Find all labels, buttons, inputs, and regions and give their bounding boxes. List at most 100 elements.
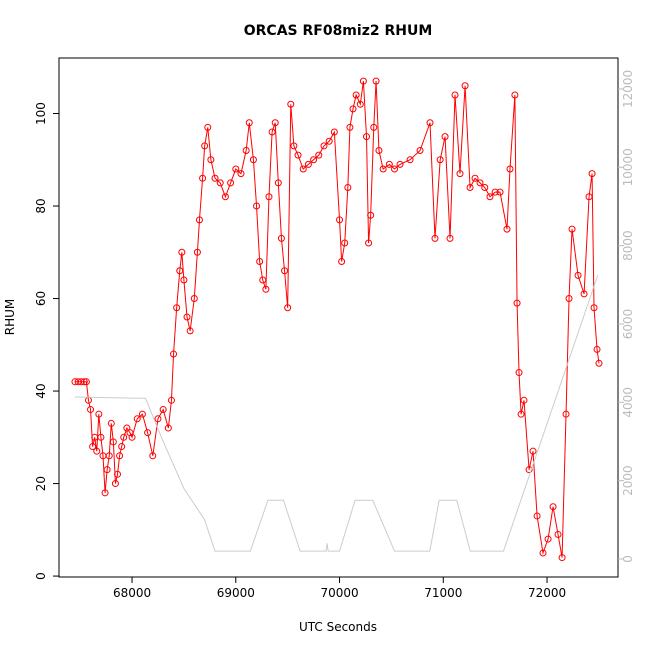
point: [352, 91, 360, 99]
point: [80, 378, 88, 386]
point: [562, 410, 570, 418]
point: [379, 165, 387, 173]
x-axis-label: UTC Seconds: [299, 620, 377, 634]
point: [481, 184, 489, 192]
point: [109, 438, 117, 446]
point: [471, 174, 479, 182]
point: [290, 142, 298, 150]
point: [97, 433, 105, 441]
point: [356, 100, 364, 108]
point: [133, 415, 141, 423]
point: [186, 327, 194, 335]
point: [193, 248, 201, 256]
point: [138, 410, 146, 418]
point: [268, 128, 276, 136]
x-tick-label: 72000: [528, 586, 566, 600]
point: [558, 554, 566, 562]
y-tick-label: 40: [34, 383, 48, 398]
point: [299, 165, 307, 173]
point: [173, 304, 181, 312]
point: [120, 433, 128, 441]
point: [446, 234, 454, 242]
series-line: [74, 81, 600, 558]
point: [315, 151, 323, 159]
y-tick-label: 80: [34, 198, 48, 213]
point: [370, 123, 378, 131]
y2-tick-label: 4000: [621, 387, 635, 418]
point: [325, 137, 333, 145]
point: [103, 466, 111, 474]
point: [372, 77, 380, 85]
point: [207, 156, 215, 164]
point: [595, 359, 603, 367]
point: [195, 216, 203, 224]
point: [363, 133, 371, 141]
point: [116, 452, 124, 460]
point: [176, 267, 184, 275]
point: [284, 304, 292, 312]
point: [262, 285, 270, 293]
point: [221, 193, 229, 201]
point: [237, 170, 245, 178]
y2-tick-label: 0: [621, 555, 635, 563]
y-tick-label: 100: [34, 102, 48, 125]
point: [515, 369, 523, 377]
point: [549, 503, 557, 511]
series-line: [74, 274, 599, 552]
y-tick-label: 60: [34, 291, 48, 306]
point: [461, 82, 469, 90]
point: [554, 530, 562, 538]
point: [568, 225, 576, 233]
point: [533, 512, 541, 520]
x-tick-label: 71000: [424, 586, 462, 600]
point: [180, 276, 188, 284]
point: [511, 91, 519, 99]
point: [565, 295, 573, 303]
point: [216, 179, 224, 187]
point: [242, 147, 250, 155]
point: [574, 271, 582, 279]
point: [391, 165, 399, 173]
point: [426, 119, 434, 127]
point: [183, 313, 191, 321]
point: [274, 179, 282, 187]
point: [126, 429, 134, 437]
point: [101, 489, 109, 497]
point: [95, 410, 103, 418]
x-tick-label: 68000: [113, 586, 151, 600]
plot-box: [58, 57, 619, 578]
y2-tick-label: 10000: [621, 148, 635, 186]
y-axis-label: RHUM: [3, 299, 17, 336]
point: [82, 378, 90, 386]
point: [204, 123, 212, 131]
point: [105, 452, 113, 460]
point: [111, 480, 119, 488]
point: [154, 415, 162, 423]
point: [259, 276, 267, 284]
point: [330, 128, 338, 136]
point: [93, 447, 101, 455]
point: [491, 188, 499, 196]
point: [585, 193, 593, 201]
y2-tick-label: 12000: [621, 70, 635, 108]
point: [201, 142, 209, 150]
point: [287, 100, 295, 108]
point: [265, 193, 273, 201]
point: [159, 406, 167, 414]
point: [114, 470, 122, 478]
point: [178, 248, 186, 256]
point: [539, 549, 547, 557]
point: [365, 239, 373, 247]
point: [107, 419, 115, 427]
point: [170, 350, 178, 358]
x-tick-label: 70000: [320, 586, 358, 600]
point: [416, 147, 424, 155]
point: [211, 174, 219, 182]
point: [503, 225, 511, 233]
point: [544, 535, 552, 543]
point: [144, 429, 152, 437]
y-tick-label: 20: [34, 476, 48, 491]
point: [336, 216, 344, 224]
point: [486, 193, 494, 201]
point: [513, 299, 521, 307]
